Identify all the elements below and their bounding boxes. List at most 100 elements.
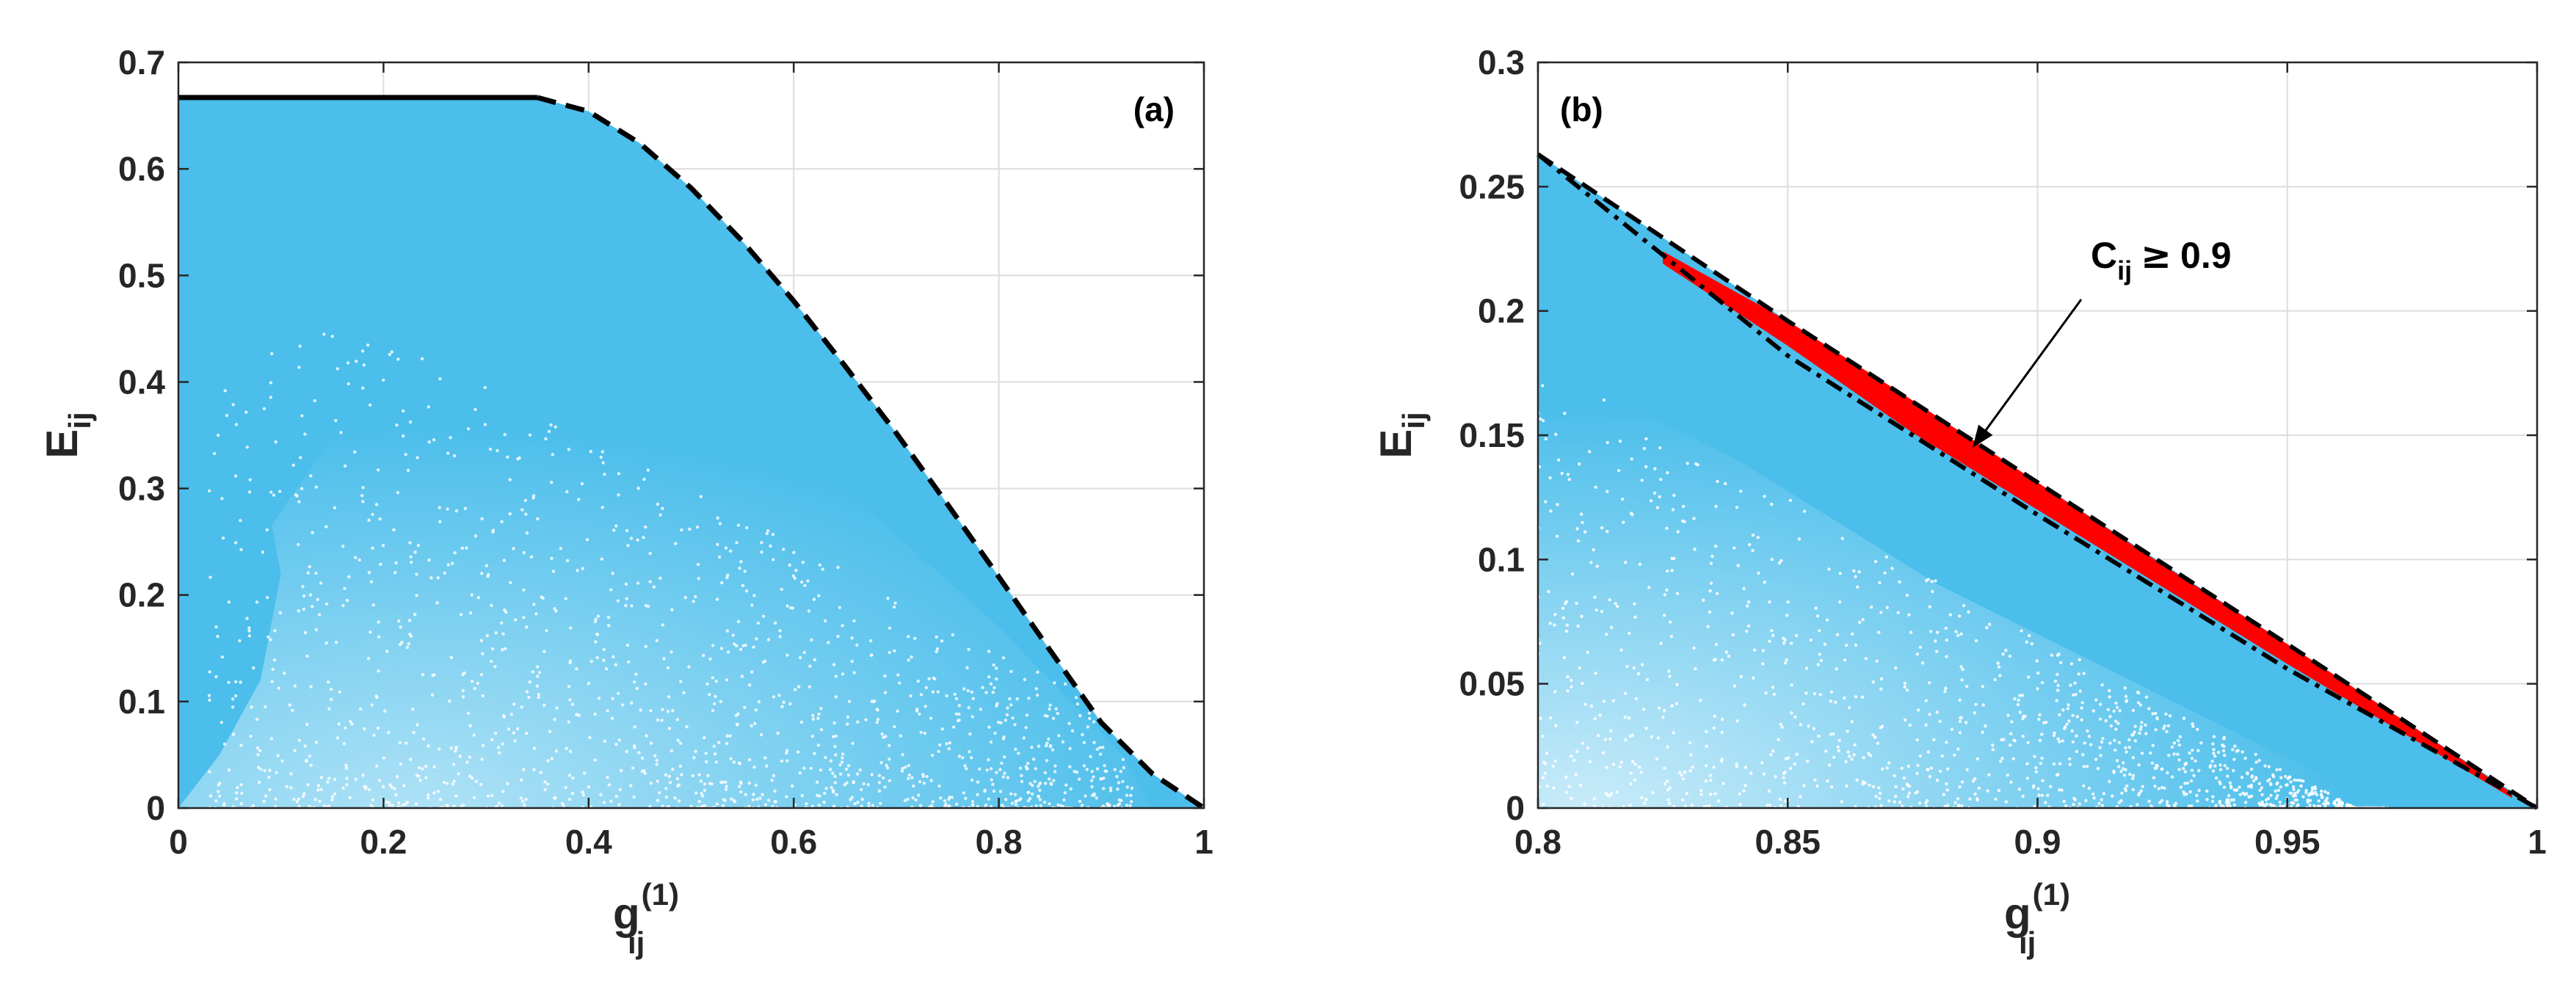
scatter-point [1960,804,1964,808]
scatter-point [918,712,921,716]
scatter-point [1020,774,1023,777]
scatter-point [2199,741,2203,745]
scatter-point [553,718,556,721]
scatter-point [736,712,740,716]
scatter-point [2138,703,2143,707]
scatter-point [896,673,900,677]
scatter-point [648,580,652,583]
scatter-point [957,719,961,722]
scatter-point [430,693,435,697]
scatter-point [1556,503,1559,506]
boundary-dashed-line-a [537,95,1205,810]
scatter-point [981,685,984,690]
scatter-point [1570,678,1573,683]
scatter-point [1642,801,1647,805]
scatter-point [394,561,398,565]
scatter-point [2276,793,2279,798]
scatter-point [2172,741,2177,745]
scatter-point [888,743,891,747]
scatter-point [1081,732,1084,737]
scatter-point [2307,793,2311,797]
scatter-point [824,755,827,760]
scatter-point [1606,529,1609,534]
scatter-point [335,367,339,371]
scatter-point [761,660,766,664]
scatter-point [2226,774,2229,778]
scatter-point [1070,729,1075,732]
scatter-point [646,605,650,608]
scatter-point [983,789,987,793]
scatter-point [637,751,641,754]
scatter-point [1916,708,1920,712]
scatter-point [893,649,896,652]
scatter-point [2190,804,2194,808]
panel-a: 0 0.2 0.4 0.6 0.8 100.10.20.30.40.50.60.7 (a)… [37,43,1213,960]
scatter-point [2018,694,2022,697]
scatter-point [2258,788,2262,793]
scatter-point [269,490,273,494]
scatter-point [2214,776,2218,780]
scatter-point [2282,804,2286,808]
x-tick-label: 0 [169,823,188,861]
scatter-point [950,796,954,799]
scatter-point [1578,783,1583,788]
scatter-point [1918,754,1923,758]
scatter-point [877,789,882,793]
scatter-point [1894,794,1898,799]
scatter-point [743,570,747,573]
scatter-point [1053,681,1056,685]
scatter-point [1930,580,1934,583]
scatter-point [1089,754,1092,758]
scatter-point [1871,680,1875,684]
scatter-point [399,762,402,766]
scatter-point [1665,588,1669,592]
scatter-point [850,659,854,663]
scatter-point [363,727,366,731]
scatter-point [1548,476,1552,480]
scatter-point [1958,698,1962,702]
scatter-point [776,731,780,735]
scatter-point [1661,716,1665,719]
scatter-point [883,691,888,694]
scatter-point [376,468,380,472]
scatter-point [537,693,540,696]
scatter-point [2039,761,2043,765]
scatter-point [601,450,605,454]
scatter-point [2108,715,2112,719]
scatter-point [786,604,789,608]
scatter-point [2055,773,2059,777]
scatter-point [625,597,628,600]
scatter-point [1783,799,1788,803]
scatter-point [2196,749,2200,752]
scatter-point [808,685,812,688]
scatter-point [1763,580,1766,584]
scatter-point [813,752,816,755]
scatter-point [1959,716,1963,720]
scatter-point [724,546,728,550]
scatter-point [1087,696,1091,700]
scatter-point [1059,804,1063,808]
scatter-point [2306,800,2310,804]
scatter-point [1793,715,1797,719]
scatter-point [1701,598,1705,602]
scatter-point [432,791,436,795]
scatter-point [2268,802,2272,807]
scatter-point [813,658,816,662]
scatter-point [2308,799,2312,802]
scatter-point [1583,702,1587,706]
annotation-cij: Cij ≥0.9 [1973,234,2232,448]
scatter-point [1708,589,1712,593]
scatter-point [427,744,430,748]
scatter-point [953,692,957,696]
scatter-point [1036,670,1040,674]
scatter-point [568,661,572,665]
scatter-point [271,667,275,672]
scatter-point [239,519,242,523]
scatter-point [371,546,374,550]
scatter-point [208,698,211,702]
scatter-point [694,594,697,599]
scatter-point [704,752,708,755]
scatter-point [564,785,567,790]
scatter-point [2225,803,2229,807]
scatter-point [910,655,913,659]
